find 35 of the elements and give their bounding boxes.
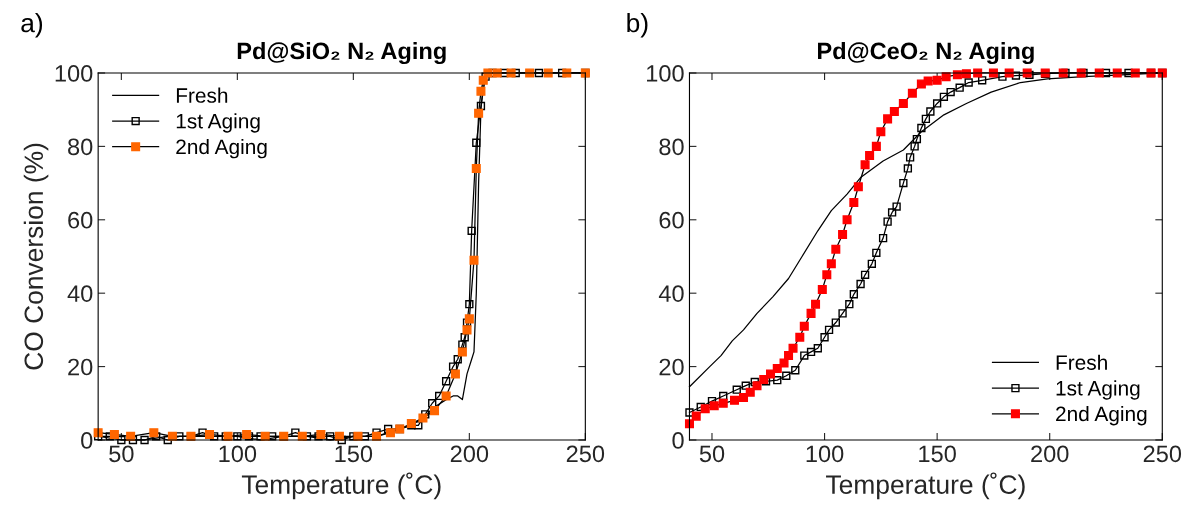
y-tick-label: 40	[658, 285, 684, 302]
x-axis-title: Temperature (˚C)	[241, 472, 441, 500]
y-tick-label: 60	[659, 211, 684, 229]
legend-label: 1st Aging	[176, 113, 260, 133]
legend-label: 2nd Aging	[1056, 405, 1147, 426]
legend-label: 2nd Aging	[176, 138, 267, 159]
y-tick-label: 0	[81, 432, 93, 449]
y-tick-label: 80	[68, 138, 93, 156]
y-tick-label: 40	[67, 285, 93, 302]
x-tick-label: 100	[806, 445, 844, 463]
x-tick-label: 250	[566, 445, 605, 463]
x-tick-label: 150	[919, 445, 956, 463]
y-tick-label: 60	[68, 211, 93, 229]
y-tick-label: 80	[659, 138, 684, 156]
x-tick-label: 200	[1031, 445, 1069, 463]
x-tick-label: 150	[335, 445, 373, 463]
chart-title: Pd@CeO₂ N₂ Aging	[818, 41, 1034, 65]
chart-title: Pd@SiO₂ N₂ Aging	[237, 41, 446, 65]
x-tick-label: 50	[699, 445, 725, 463]
y-tick-label: 100	[647, 65, 684, 82]
y-tick-label: 100	[55, 65, 93, 82]
y-tick-label: 20	[68, 358, 93, 376]
legend-label: Fresh	[176, 87, 228, 103]
x-tick-label: 200	[450, 445, 489, 463]
legend-label: Fresh	[1056, 354, 1107, 370]
x-tick-label: 100	[219, 445, 257, 463]
x-tick-label: 250	[1143, 445, 1182, 463]
y-tick-label: 20	[659, 358, 684, 376]
legend-label: 1st Aging	[1056, 380, 1140, 400]
text: b)	[627, 12, 648, 38]
x-tick-label: 50	[109, 445, 134, 463]
y-tick-label: 0	[672, 432, 684, 449]
x-axis-title: Temperature (˚C)	[826, 472, 1025, 500]
y-axis-title: CO Conversion (%)	[23, 143, 49, 370]
text: a)	[21, 12, 43, 38]
